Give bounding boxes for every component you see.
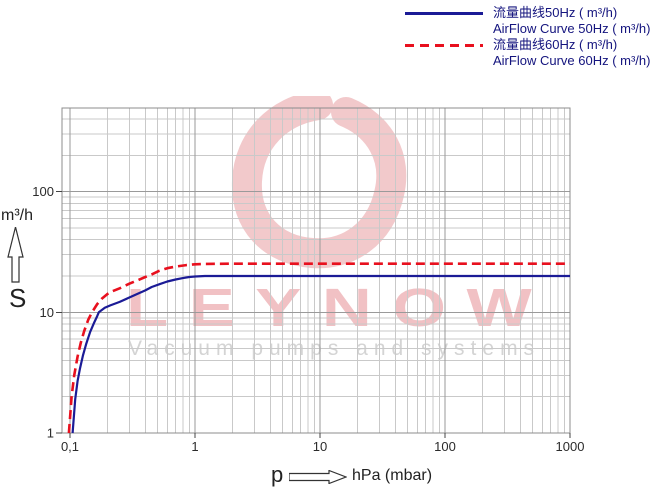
legend-label: 流量曲线60Hz ( m³/h) <box>493 37 618 52</box>
x-axis-symbol: p <box>271 462 284 487</box>
legend-item-60hz-en: AirFlow Curve 60Hz ( m³/h) <box>405 53 650 69</box>
legend-line-50hz <box>405 11 483 15</box>
svg-text:1: 1 <box>191 439 198 454</box>
svg-text:1: 1 <box>47 426 54 441</box>
legend-line-60hz <box>405 43 483 47</box>
legend: 流量曲线50Hz ( m³/h) AirFlow Curve 50Hz ( m³… <box>405 5 650 69</box>
up-arrow-icon <box>7 226 24 288</box>
legend-item-60hz-cn: 流量曲线60Hz ( m³/h) <box>405 37 650 53</box>
legend-spacer <box>405 60 483 63</box>
y-axis-unit-label: m³/h <box>1 207 33 224</box>
legend-label: AirFlow Curve 50Hz ( m³/h) <box>493 21 650 36</box>
svg-text:10: 10 <box>313 439 327 454</box>
legend-item-50hz-en: AirFlow Curve 50Hz ( m³/h) <box>405 21 650 37</box>
legend-label: 流量曲线50Hz ( m³/h) <box>493 5 618 20</box>
legend-label: AirFlow Curve 60Hz ( m³/h) <box>493 53 650 68</box>
right-arrow-icon <box>288 469 348 489</box>
svg-text:100: 100 <box>434 439 456 454</box>
svg-text:10: 10 <box>40 305 54 320</box>
svg-text:100: 100 <box>32 184 54 199</box>
y-axis-symbol: S <box>9 283 27 313</box>
svg-text:0,1: 0,1 <box>61 439 79 454</box>
legend-item-50hz-cn: 流量曲线50Hz ( m³/h) <box>405 5 650 21</box>
svg-text:1000: 1000 <box>556 439 585 454</box>
x-axis-unit-label: hPa (mbar) <box>352 467 433 484</box>
leynow-swirl-logo-icon <box>228 90 413 274</box>
legend-spacer <box>405 28 483 31</box>
watermark-brand-text: LEYNOW <box>126 278 553 338</box>
